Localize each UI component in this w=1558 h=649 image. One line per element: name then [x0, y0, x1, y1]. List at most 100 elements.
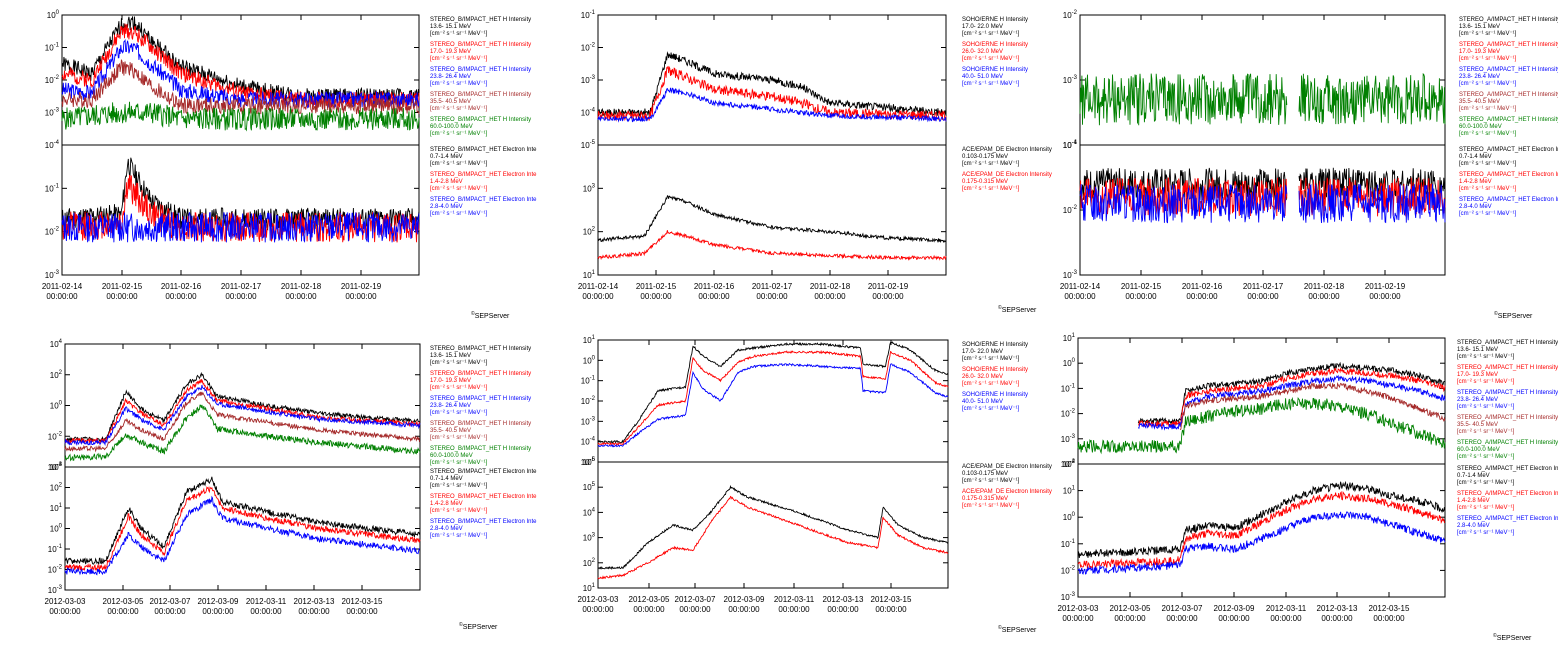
x-tick-time: 00:00:00 [1125, 292, 1157, 301]
legend-entry-text: [cm⁻² s⁻¹ sr⁻¹ MeV⁻¹] [1459, 131, 1517, 137]
x-tick-date: 2012-03-15 [342, 597, 383, 606]
chart-1-panel-2: 10-3 10-2 10-1 STEREO_B/IMPACT_HET Electron… [45, 144, 537, 280]
legend-entry-text: [cm⁻² s⁻¹ sr⁻¹ MeV⁻¹] [962, 503, 1020, 509]
x-tick-date: 2012-03-13 [294, 597, 335, 606]
legend-entry-text: 35.5- 40.5 MeV [1459, 99, 1500, 105]
legend-entry-text: SOHO/ERNE H Intensity [962, 42, 1028, 48]
x-tick-time: 00:00:00 [1247, 292, 1279, 301]
y-tick-label: 10-1 [45, 43, 60, 53]
x-tick-time: 00:00:00 [285, 292, 317, 301]
y-tick-label: 101 [583, 270, 596, 280]
legend-entry-text: 13.6- 15.1 MeV [430, 353, 471, 359]
chart-6: 10-4 10-3 10-2 10-1 100 101 STEREO_A/IMPACT_HE… [1058, 333, 1558, 642]
legend-entry-text: [cm⁻² s⁻¹ sr⁻¹ MeV⁻¹] [1459, 186, 1517, 192]
y-tick-label: 10-1 [581, 376, 596, 386]
chart-1-panel-1: 10-4 10-3 10-2 10-1 100 STEREO_B/IMPACT_HET H… [45, 10, 531, 150]
x-tick-time: 00:00:00 [827, 605, 859, 614]
series-line-blue [597, 87, 947, 123]
plot-frame [597, 339, 949, 463]
series-line-blue [1079, 184, 1288, 224]
x-tick-date: 2012-03-07 [1162, 604, 1203, 613]
y-tick-label: 100 [50, 401, 63, 411]
legend-entry-text: [cm⁻² s⁻¹ sr⁻¹ MeV⁻¹] [1457, 404, 1515, 410]
legend-entry-text: 0.175-0.315 MeV [962, 496, 1008, 502]
legend-entry-text: 17.0- 22.0 MeV [962, 349, 1003, 355]
x-tick-date: 2011-02-19 [868, 282, 909, 291]
legend-entry-text: ACE/EPAM_DE Electron Intensity [962, 147, 1052, 153]
x-tick-time: 00:00:00 [1308, 292, 1340, 301]
x-tick-time: 00:00:00 [728, 605, 760, 614]
legend-entry-text: [cm⁻² s⁻¹ sr⁻¹ MeV⁻¹] [1459, 161, 1517, 167]
plot-frame [1077, 337, 1446, 465]
x-tick-date: 2012-03-15 [871, 595, 912, 604]
sepserver-credit: ©SEPServer [998, 624, 1037, 634]
series-line-brown [1179, 381, 1446, 431]
legend-entry-text: [cm⁻² s⁻¹ sr⁻¹ MeV⁻¹] [430, 186, 488, 192]
legend-entry-text: 1.4-2.8 MeV [430, 179, 463, 185]
legend-entry-text: STEREO_B/IMPACT_HET H Intensity [430, 92, 531, 98]
y-tick-label: 10-2 [1061, 409, 1076, 419]
legend-entry-text: [cm⁻² s⁻¹ sr⁻¹ MeV⁻¹] [430, 161, 488, 167]
legend-entry-text: STEREO_B/IMPACT_HET H Intensity [430, 117, 531, 123]
y-tick-label: 10-5 [581, 140, 596, 150]
x-tick-date: 2012-03-11 [246, 597, 287, 606]
x-tick-time: 00:00:00 [582, 292, 614, 301]
legend-entry-text: [cm⁻² s⁻¹ sr⁻¹ MeV⁻¹] [962, 478, 1020, 484]
series-line-blue [64, 495, 420, 576]
legend-entry-text: [cm⁻² s⁻¹ sr⁻¹ MeV⁻¹] [430, 460, 488, 466]
sepserver-credit: ©SEPServer [471, 310, 510, 320]
chart-1: 10-4 10-3 10-2 10-1 100 STEREO_B/IMPACT_HET H… [42, 10, 537, 320]
legend-entry-text: [cm⁻² s⁻¹ sr⁻¹ MeV⁻¹] [1457, 379, 1515, 385]
y-tick-label: 101 [583, 583, 596, 593]
legend-entry-text: 0.7-1.4 MeV [1459, 154, 1492, 160]
legend-entry-text: [cm⁻² s⁻¹ sr⁻¹ MeV⁻¹] [430, 81, 488, 87]
x-tick-date: 2011-02-16 [694, 282, 735, 291]
legend-entry-text: STEREO_B/IMPACT_HET Electron Inte [430, 494, 537, 500]
legend-entry-text: 60.0-100.0 MeV [430, 453, 473, 459]
series-line-red [597, 349, 949, 446]
x-tick-time: 00:00:00 [346, 607, 378, 616]
y-tick-label: 10-3 [581, 416, 596, 426]
x-tick-time: 00:00:00 [202, 607, 234, 616]
legend-entry-text: STEREO_B/IMPACT_HET H Intensity [430, 346, 531, 352]
y-tick-label: 100 [583, 355, 596, 365]
series-line-blue [1137, 374, 1446, 431]
y-tick-label: 10-4 [1063, 140, 1078, 150]
x-tick-date: 2011-02-15 [102, 282, 143, 291]
y-tick-label: 10-1 [1061, 539, 1076, 549]
legend-entry-text: STEREO_B/IMPACT_HET H Intensity [430, 42, 531, 48]
y-tick-label: 102 [50, 483, 63, 493]
legend-entry-text: 23.8- 26.4 MeV [1457, 397, 1498, 403]
legend-entry-text: 0.7-1.4 MeV [430, 154, 463, 160]
series-line-blue [61, 39, 420, 109]
legend-entry-text: STEREO_B/IMPACT_HET Electron Inte [430, 147, 537, 153]
x-tick-time: 00:00:00 [633, 605, 665, 614]
legend-entry-text: [cm⁻² s⁻¹ sr⁻¹ MeV⁻¹] [962, 161, 1020, 167]
y-tick-label: 104 [50, 339, 63, 349]
x-tick-date: 2011-02-18 [810, 282, 851, 291]
x-tick-time: 00:00:00 [1114, 614, 1146, 623]
legend-entry-text: STEREO_A/IMPACT_HET Electron Inte [1457, 466, 1558, 472]
x-tick-time: 00:00:00 [1321, 614, 1353, 623]
series-line-brown [61, 59, 420, 115]
legend-entry-text: 2.8-4.0 MeV [1457, 523, 1490, 529]
series-line-blue [1077, 511, 1446, 575]
series-line-black [64, 476, 421, 565]
x-tick-date: 2011-02-17 [1243, 282, 1284, 291]
chart-5-panel-2: 101 102 103 104 105 106 ACE/EPAM_DE Electron I… [583, 457, 1052, 593]
legend-entry-text: STEREO_A/IMPACT_HET H Intensity [1457, 365, 1558, 371]
series-line-red [64, 378, 420, 445]
x-tick-time: 00:00:00 [225, 292, 257, 301]
x-tick-date: 2011-02-15 [1121, 282, 1162, 291]
y-tick-label: 106 [583, 457, 596, 467]
chart-3-panel-2: 10-3 10-2 10-1 STEREO_A/IMPACT_HET Electron… [1063, 140, 1558, 280]
y-tick-label: 10-2 [1061, 565, 1076, 575]
x-tick-date: 2012-03-05 [103, 597, 144, 606]
x-tick-date: 2011-02-16 [1182, 282, 1223, 291]
x-tick-time: 00:00:00 [679, 605, 711, 614]
x-tick-time: 00:00:00 [1166, 614, 1198, 623]
sepserver-credit: ©SEPServer [998, 304, 1037, 314]
legend-entry-text: STEREO_A/IMPACT_HET H Intensity [1457, 440, 1558, 446]
legend-entry-text: [cm⁻² s⁻¹ sr⁻¹ MeV⁻¹] [1457, 530, 1515, 536]
series-line-green [61, 101, 420, 132]
